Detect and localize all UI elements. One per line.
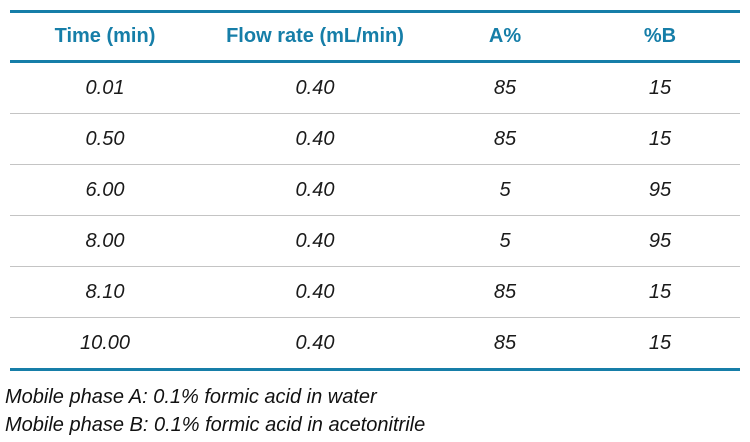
- cell-percent-b: 15: [580, 113, 740, 165]
- table-row: 6.00 0.40 5 95: [10, 164, 740, 216]
- column-header-percent-a: A%: [430, 11, 580, 63]
- table-body: 0.01 0.40 85 15 0.50 0.40 85 15 6.00 0.4…: [10, 61, 740, 371]
- cell-percent-a: 85: [430, 61, 580, 114]
- cell-percent-b: 15: [580, 266, 740, 318]
- table-header: Time (min) Flow rate (mL/min) A% %B: [10, 11, 740, 63]
- cell-percent-a: 85: [430, 266, 580, 318]
- cell-time: 0.01: [10, 61, 200, 114]
- cell-flow-rate: 0.40: [200, 113, 430, 165]
- cell-percent-a: 85: [430, 113, 580, 165]
- cell-time: 8.10: [10, 266, 200, 318]
- cell-flow-rate: 0.40: [200, 61, 430, 114]
- table-row: 0.50 0.40 85 15: [10, 113, 740, 165]
- cell-percent-b: 95: [580, 215, 740, 267]
- cell-time: 0.50: [10, 113, 200, 165]
- cell-flow-rate: 0.40: [200, 164, 430, 216]
- table-footnotes: Mobile phase A: 0.1% formic acid in wate…: [5, 383, 740, 439]
- hplc-gradient-table: Time (min) Flow rate (mL/min) A% %B 0.01…: [10, 10, 740, 371]
- table-row: 0.01 0.40 85 15: [10, 61, 740, 114]
- cell-percent-a: 5: [430, 215, 580, 267]
- table-row: 10.00 0.40 85 15: [10, 317, 740, 371]
- cell-flow-rate: 0.40: [200, 266, 430, 318]
- table-header-row: Time (min) Flow rate (mL/min) A% %B: [10, 11, 740, 63]
- cell-time: 6.00: [10, 164, 200, 216]
- cell-time: 8.00: [10, 215, 200, 267]
- column-header-percent-b: %B: [580, 11, 740, 63]
- cell-percent-b: 95: [580, 164, 740, 216]
- table-row: 8.10 0.40 85 15: [10, 266, 740, 318]
- cell-percent-a: 5: [430, 164, 580, 216]
- column-header-flow-rate: Flow rate (mL/min): [200, 11, 430, 63]
- cell-percent-b: 15: [580, 317, 740, 371]
- footnote-mobile-phase-b: Mobile phase B: 0.1% formic acid in acet…: [5, 414, 426, 436]
- cell-percent-a: 85: [430, 317, 580, 371]
- cell-flow-rate: 0.40: [200, 317, 430, 371]
- column-header-time: Time (min): [10, 11, 200, 63]
- footnote-mobile-phase-a: Mobile phase A: 0.1% formic acid in wate…: [5, 386, 377, 408]
- cell-percent-b: 15: [580, 61, 740, 114]
- cell-flow-rate: 0.40: [200, 215, 430, 267]
- table-row: 8.00 0.40 5 95: [10, 215, 740, 267]
- cell-time: 10.00: [10, 317, 200, 371]
